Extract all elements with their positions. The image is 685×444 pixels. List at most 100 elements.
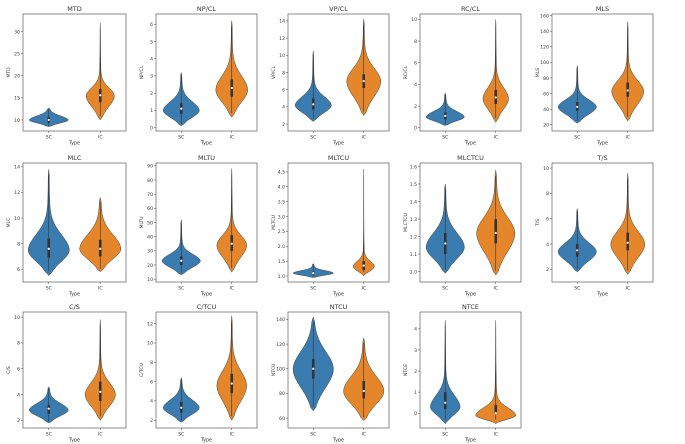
x-tick-label: IC (625, 286, 630, 292)
axes-frame (419, 13, 522, 132)
subplot-title: MLS (596, 5, 609, 13)
y-tick-label: 1.0 (410, 269, 417, 275)
y-tick-label: 50 (147, 220, 153, 226)
subplot-title: NP/CL (197, 5, 217, 13)
y-tick-label: 1.3 (410, 217, 417, 223)
median-dot-ic (99, 94, 102, 97)
y-tick-label: 4 (150, 57, 153, 63)
y-axis-label: MLTCU (271, 215, 277, 230)
y-axis-label: MLC (6, 218, 12, 228)
median-dot-sc (576, 105, 579, 108)
x-tick-label: SC (574, 286, 580, 292)
x-tick-label: IC (361, 286, 366, 292)
x-axis-label: Type (464, 438, 476, 444)
y-tick-label: 3.0 (278, 214, 285, 220)
y-tick-label: 4 (414, 327, 417, 333)
y-tick-label: 120 (276, 342, 285, 348)
x-tick-label: IC (361, 135, 366, 141)
y-tick-label: 70 (147, 192, 153, 198)
x-axis-label: Type (464, 292, 476, 298)
y-tick-label: 20 (14, 74, 20, 80)
axes-frame (22, 13, 127, 132)
y-axis-label: MLS (535, 68, 541, 78)
median-dot-sc (312, 103, 315, 106)
subplot-title: MLC (68, 154, 82, 162)
y-tick-label: 6 (150, 22, 153, 28)
y-axis-label: NP/CL (139, 65, 145, 79)
subplot-title: MLTU (198, 154, 215, 162)
median-dot-sc (47, 247, 50, 250)
x-tick-label: SC (178, 432, 184, 438)
y-tick-label: 10 (147, 277, 153, 283)
y-tick-label: 140 (276, 317, 285, 323)
y-tick-label: 2 (150, 91, 153, 97)
y-tick-label: 10 (543, 166, 549, 172)
axes-frame (551, 13, 654, 132)
x-axis-label: Type (68, 141, 80, 147)
subplot-title: NTCE (462, 303, 479, 311)
y-tick-label: 1.1 (410, 252, 417, 258)
median-dot-sc (576, 249, 579, 252)
x-tick-label: IC (229, 135, 234, 141)
subplot-ntcu: NTCU 60 80 100 120 140 SC IC Type NTCU (271, 303, 390, 444)
y-tick-label: 8 (414, 39, 417, 45)
y-axis-label: RC/CL (403, 65, 409, 79)
y-tick-label: 20 (543, 123, 549, 129)
y-tick-label: 1.2 (410, 234, 417, 240)
x-tick-label: SC (574, 135, 580, 141)
x-axis-label: Type (332, 292, 344, 298)
subplot-title: C/S (69, 303, 80, 311)
y-tick-label: 60 (543, 91, 549, 97)
y-axis-label: NTCU (271, 364, 277, 377)
axes-frame (287, 311, 390, 429)
axes-frame (419, 311, 522, 429)
median-dot-ic (494, 412, 497, 415)
median-dot-ic (230, 382, 233, 385)
y-tick-label: 8 (282, 70, 285, 76)
subplot-c-tcu: C/TCU 2 4 6 8 10 12 SC IC Type C/TCU (139, 303, 258, 444)
y-axis-label: NTCE (403, 364, 409, 376)
y-tick-label: 10 (14, 315, 20, 321)
iqr-box-ic (626, 232, 630, 251)
x-axis-label: Type (200, 292, 212, 298)
y-tick-label: 6 (150, 379, 153, 385)
y-tick-label: 0 (414, 411, 417, 417)
y-tick-label: 6 (414, 61, 417, 67)
subplot-np-cl: NP/CL 0 1 2 3 4 5 6 SC IC Type NP/CL (139, 5, 258, 147)
x-axis-label: Type (200, 141, 212, 147)
iqr-box-ic (494, 219, 498, 244)
y-tick-label: 10 (279, 53, 285, 59)
y-tick-label: 6 (546, 217, 549, 223)
subplot-title: VP/CL (329, 5, 348, 13)
x-tick-label: SC (178, 135, 184, 141)
y-tick-label: 3 (414, 348, 417, 354)
y-tick-label: 0 (150, 125, 153, 131)
median-dot-ic (362, 389, 365, 393)
subplot-t-s: T/S 2 4 6 8 10 SC IC Type T/S (535, 154, 654, 298)
x-tick-label: IC (98, 432, 103, 438)
x-tick-label: IC (229, 432, 234, 438)
iqr-box-sc (443, 392, 447, 410)
y-tick-label: 25 (14, 52, 20, 58)
x-axis-label: Type (68, 292, 80, 298)
x-tick-label: SC (442, 286, 448, 292)
y-tick-label: 90 (147, 164, 153, 170)
y-tick-label: 80 (279, 391, 285, 397)
y-tick-label: 2.0 (278, 244, 285, 250)
x-tick-label: SC (46, 432, 52, 438)
y-axis-label: C/S (6, 366, 12, 374)
y-tick-label: 80 (147, 178, 153, 184)
y-tick-label: 8 (17, 241, 20, 247)
y-tick-label: 3.5 (278, 199, 285, 205)
y-tick-label: 12 (147, 321, 153, 327)
median-dot-sc (47, 407, 50, 410)
y-tick-label: 140 (540, 29, 549, 35)
median-dot-ic (626, 241, 629, 244)
x-axis-label: Type (68, 438, 80, 444)
x-tick-label: SC (442, 135, 448, 141)
y-tick-label: 2.5 (278, 229, 285, 235)
y-tick-label: 1.6 (410, 164, 417, 170)
y-axis-label: VP/CL (271, 65, 277, 79)
median-dot-ic (494, 231, 497, 235)
